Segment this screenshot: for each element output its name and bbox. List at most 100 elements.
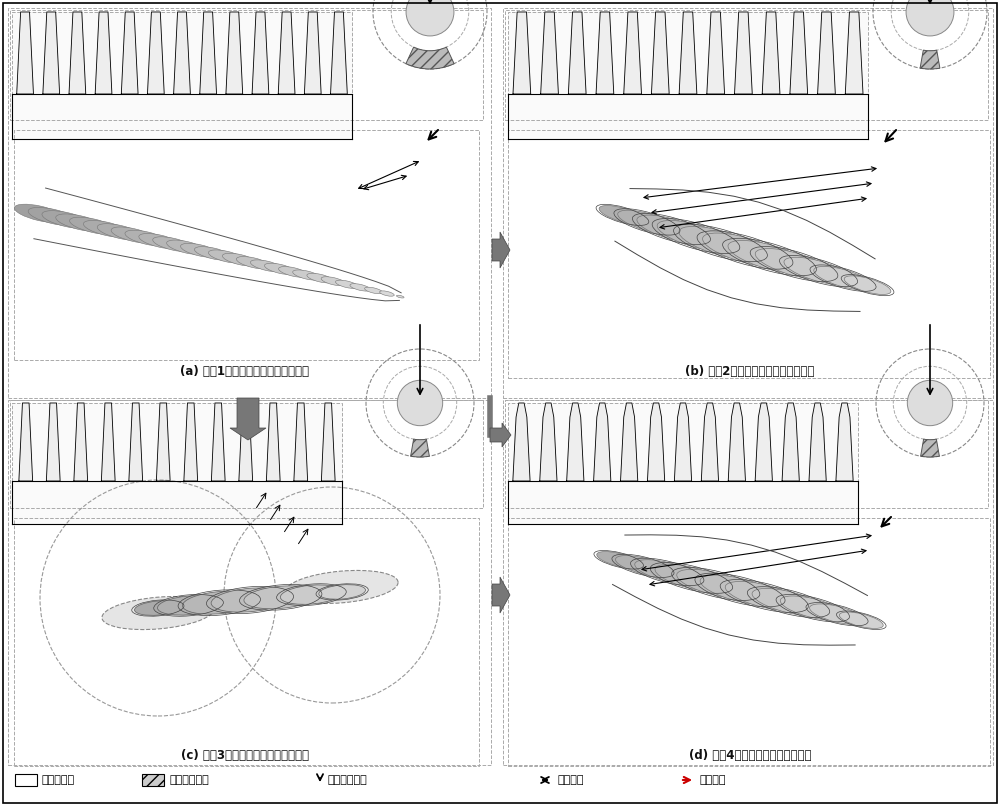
Ellipse shape: [102, 596, 215, 629]
Ellipse shape: [703, 233, 787, 267]
Polygon shape: [818, 12, 835, 94]
Ellipse shape: [111, 227, 155, 243]
Ellipse shape: [365, 287, 383, 293]
Polygon shape: [647, 403, 665, 481]
Bar: [12, 403, 342, 524]
Ellipse shape: [236, 256, 270, 269]
Bar: [12, 12, 352, 139]
Ellipse shape: [280, 585, 343, 604]
Polygon shape: [200, 12, 217, 94]
Ellipse shape: [42, 210, 91, 228]
Ellipse shape: [752, 588, 825, 616]
Wedge shape: [411, 439, 429, 457]
Polygon shape: [294, 403, 308, 481]
Ellipse shape: [615, 555, 670, 576]
Ellipse shape: [83, 220, 130, 237]
Polygon shape: [707, 12, 725, 94]
Wedge shape: [406, 47, 454, 69]
Text: 砂轮进给方向: 砂轮进给方向: [328, 775, 368, 785]
Polygon shape: [594, 403, 611, 481]
Polygon shape: [17, 12, 33, 94]
Polygon shape: [651, 12, 669, 94]
Ellipse shape: [780, 596, 845, 621]
Polygon shape: [541, 12, 558, 94]
Ellipse shape: [28, 207, 78, 226]
Ellipse shape: [279, 267, 308, 277]
Circle shape: [397, 380, 443, 426]
Polygon shape: [809, 403, 826, 481]
Polygon shape: [679, 12, 697, 94]
Text: 齿槽切换: 齿槽切换: [700, 775, 726, 785]
Bar: [15, 774, 37, 786]
Polygon shape: [540, 403, 557, 481]
Bar: [508, 12, 868, 139]
Ellipse shape: [321, 276, 346, 285]
Polygon shape: [596, 12, 614, 94]
Polygon shape: [19, 403, 33, 481]
Ellipse shape: [135, 600, 181, 615]
Polygon shape: [174, 12, 190, 94]
Polygon shape: [624, 12, 641, 94]
Ellipse shape: [635, 559, 700, 584]
Text: (c) 阶段3：修瘦渐开线廓形单齿磨削: (c) 阶段3：修瘦渐开线廓形单齿磨削: [181, 749, 309, 762]
Ellipse shape: [599, 206, 646, 224]
Polygon shape: [278, 12, 295, 94]
Ellipse shape: [293, 270, 321, 280]
Polygon shape: [674, 403, 692, 481]
Ellipse shape: [728, 240, 811, 273]
Text: 加工齿范围: 加工齿范围: [42, 775, 75, 785]
Ellipse shape: [153, 237, 194, 251]
Polygon shape: [836, 403, 853, 481]
Polygon shape: [701, 403, 719, 481]
Polygon shape: [755, 403, 772, 481]
Polygon shape: [762, 12, 780, 94]
Bar: [508, 130, 990, 378]
FancyArrow shape: [492, 232, 510, 268]
Polygon shape: [304, 12, 321, 94]
Circle shape: [907, 380, 953, 426]
Polygon shape: [266, 403, 280, 481]
Polygon shape: [101, 403, 115, 481]
Polygon shape: [331, 12, 347, 94]
Polygon shape: [239, 403, 253, 481]
Text: 加工齿槽区域: 加工齿槽区域: [169, 775, 209, 785]
Ellipse shape: [211, 588, 289, 612]
Text: 磨削行程: 磨削行程: [557, 775, 584, 785]
Ellipse shape: [222, 253, 258, 266]
Bar: [10, 400, 483, 508]
Ellipse shape: [14, 204, 65, 222]
FancyArrow shape: [490, 423, 511, 447]
Bar: [10, 10, 483, 120]
Polygon shape: [147, 12, 164, 94]
Ellipse shape: [814, 267, 872, 290]
Bar: [8, 400, 491, 765]
Ellipse shape: [56, 214, 104, 231]
Ellipse shape: [139, 234, 181, 249]
Polygon shape: [790, 12, 808, 94]
Ellipse shape: [264, 264, 296, 275]
Polygon shape: [568, 12, 586, 94]
Ellipse shape: [208, 250, 245, 263]
Wedge shape: [920, 50, 940, 69]
Polygon shape: [513, 12, 531, 94]
Ellipse shape: [755, 248, 833, 280]
Polygon shape: [252, 12, 269, 94]
Polygon shape: [69, 12, 86, 94]
Bar: [14, 518, 479, 766]
Ellipse shape: [657, 221, 735, 251]
Ellipse shape: [350, 284, 370, 291]
Text: (b) 阶段2：标准渐开线廓形整体磨削: (b) 阶段2：标准渐开线廓形整体磨削: [685, 365, 815, 378]
FancyArrow shape: [230, 398, 266, 440]
Polygon shape: [43, 12, 60, 94]
Polygon shape: [728, 403, 745, 481]
Polygon shape: [845, 12, 863, 94]
Ellipse shape: [597, 551, 641, 568]
Ellipse shape: [700, 575, 780, 605]
Ellipse shape: [679, 226, 762, 260]
Polygon shape: [567, 403, 584, 481]
Ellipse shape: [396, 295, 404, 298]
Bar: [508, 403, 858, 524]
Ellipse shape: [844, 276, 891, 294]
Circle shape: [906, 0, 954, 36]
Ellipse shape: [810, 604, 865, 625]
